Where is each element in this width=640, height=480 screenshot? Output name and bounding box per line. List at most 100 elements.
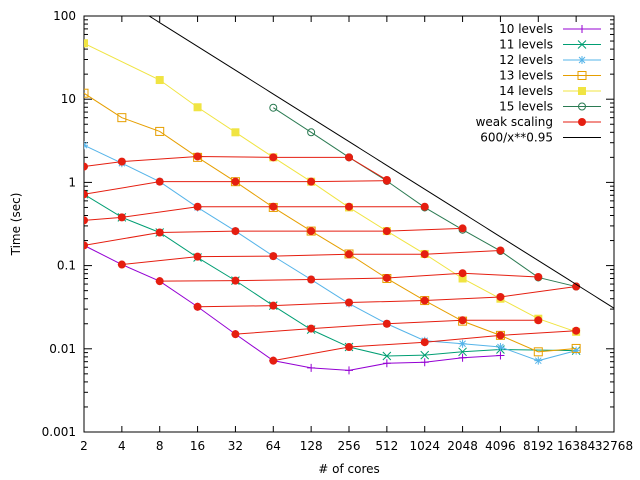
data-point [307, 128, 316, 137]
series-line [84, 244, 501, 371]
legend-marker [578, 56, 586, 64]
y-tick-label: 0.01 [49, 342, 76, 356]
data-point [496, 331, 505, 340]
legend-marker [578, 87, 586, 95]
data-point [84, 216, 88, 225]
x-axis-label: # of cores [318, 462, 380, 476]
series-line [84, 155, 388, 181]
data-point [231, 330, 240, 339]
data-point [84, 141, 88, 150]
x-tick-label: 8192 [523, 439, 554, 453]
series-7 [148, 16, 614, 309]
data-point [458, 316, 467, 325]
data-point [269, 301, 278, 310]
data-point [84, 88, 89, 98]
data-point [117, 157, 126, 166]
data-point [231, 227, 240, 236]
x-tick-label: 256 [338, 439, 361, 453]
x-tick-label: 32768 [595, 439, 633, 453]
data-point [458, 347, 467, 357]
data-point [155, 177, 164, 186]
data-point [345, 202, 353, 211]
series-line [197, 286, 577, 308]
data-point [345, 366, 353, 375]
y-axis-ticks: 0.001 0.01 0.1 1 10 100 [42, 9, 614, 439]
y-axis-label: Time (sec) [9, 193, 23, 257]
legend-marker [577, 71, 587, 80]
data-point [269, 202, 278, 211]
y-tick-label: 100 [53, 9, 76, 23]
legend-marker [578, 25, 586, 33]
data-point [420, 296, 429, 305]
data-point [155, 76, 164, 85]
y-tick-label: 1 [68, 175, 76, 189]
x-tick-label: 16 [190, 439, 205, 453]
data-point [193, 152, 202, 161]
data-point [84, 39, 88, 48]
data-point [193, 103, 202, 112]
data-point [117, 213, 126, 222]
data-point [458, 353, 467, 362]
data-point [117, 113, 127, 123]
data-point [155, 228, 164, 237]
x-axis-ticks: 2 4 8 16 32 64 128 256 512 1024 2048 4096 8192 16384 3… [80, 16, 633, 453]
data-point [534, 272, 543, 281]
data-point [496, 343, 505, 352]
data-point [458, 269, 467, 278]
data-point [269, 153, 278, 162]
data-point [458, 224, 467, 233]
data-point [571, 343, 581, 353]
series-line [84, 92, 577, 353]
x-tick-label: 16384 [557, 439, 595, 453]
data-point [307, 227, 316, 236]
legend-label: weak scaling [476, 115, 553, 129]
legend-marker [578, 102, 586, 111]
data-point [420, 350, 430, 360]
data-point [231, 128, 240, 137]
data-point [534, 316, 543, 325]
x-tick-label: 4096 [485, 439, 516, 453]
data-point [420, 250, 429, 259]
data-point [458, 274, 467, 283]
data-point [496, 292, 505, 301]
data-point [382, 176, 391, 185]
series-layer [84, 16, 614, 375]
legend-label: 11 levels [499, 38, 553, 52]
data-point [231, 276, 240, 285]
legend-label: 13 levels [499, 69, 553, 83]
data-point [420, 202, 429, 211]
data-point [345, 250, 353, 259]
x-tick-label: 2048 [447, 439, 478, 453]
series-line [84, 227, 463, 246]
series-line [84, 144, 577, 362]
series-line [159, 272, 539, 282]
data-point [193, 202, 202, 211]
data-point [420, 358, 429, 367]
data-point [193, 302, 202, 311]
data-point [382, 227, 391, 236]
plot-area [84, 16, 614, 375]
legend-marker [577, 40, 587, 49]
data-point [458, 339, 467, 348]
legend-label: 15 levels [499, 100, 553, 114]
data-point [307, 177, 316, 186]
data-point [496, 246, 505, 255]
x-tick-label: 32 [228, 439, 243, 453]
x-tick-label: 64 [266, 439, 281, 453]
data-point [84, 162, 88, 171]
data-point [572, 326, 581, 335]
data-point [572, 346, 581, 355]
x-tick-label: 4 [118, 439, 126, 453]
data-point [572, 282, 581, 291]
data-point [382, 351, 392, 361]
data-point [155, 126, 165, 136]
legend-label: 600/x**0.95 [480, 131, 553, 145]
data-point [231, 177, 240, 186]
data-point [155, 277, 164, 286]
y-tick-label: 0.001 [42, 425, 76, 439]
function-line [148, 16, 614, 309]
legend-label: 14 levels [499, 84, 553, 98]
x-tick-label: 1024 [409, 439, 440, 453]
